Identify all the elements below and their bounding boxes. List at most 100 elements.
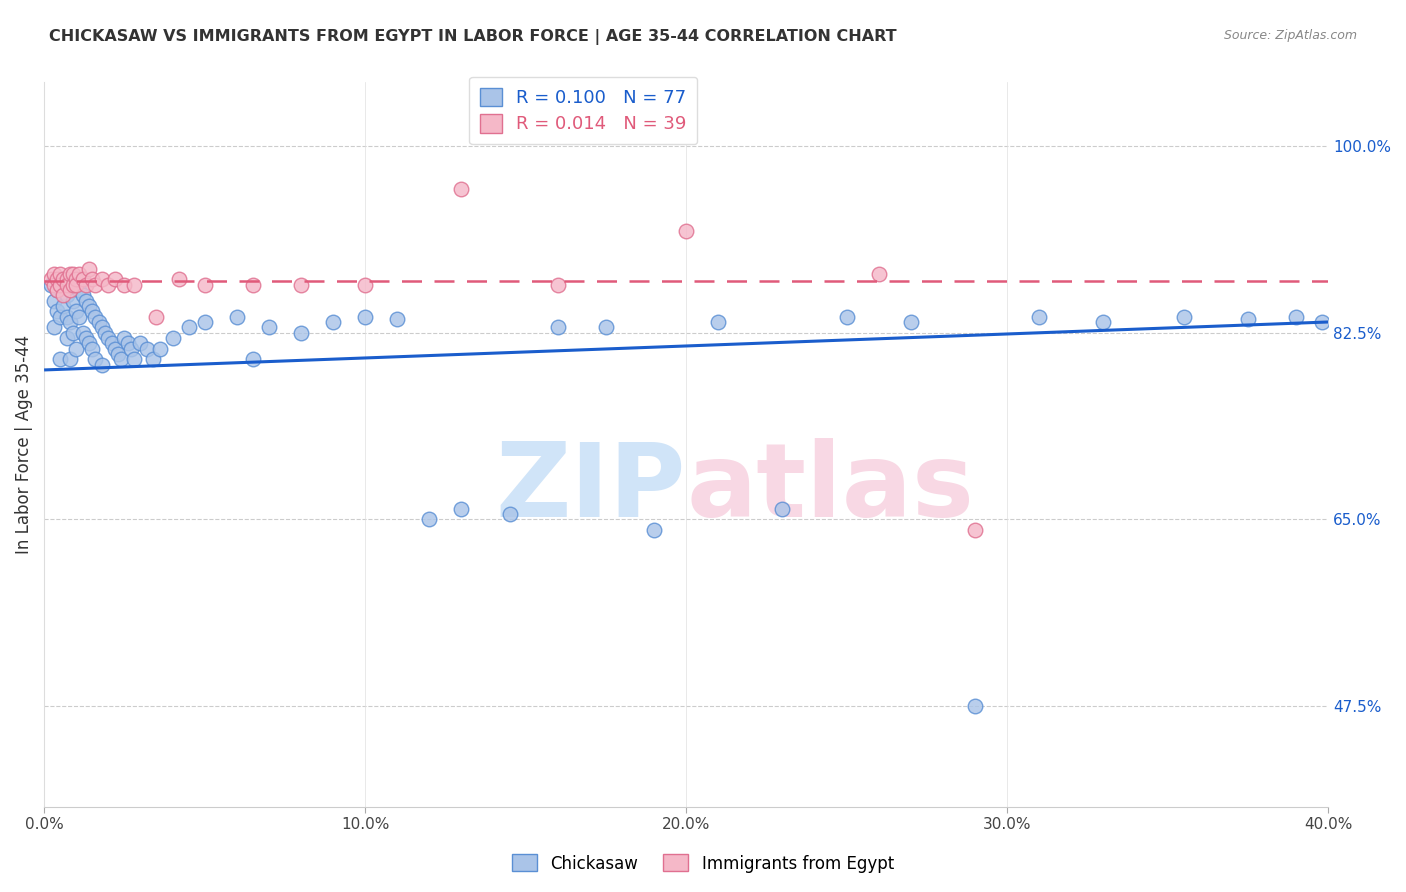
Point	[122, 352, 145, 367]
Point	[835, 310, 858, 324]
Point	[290, 277, 312, 292]
Point	[110, 352, 132, 367]
Point	[135, 342, 157, 356]
Point	[257, 320, 280, 334]
Point	[547, 277, 569, 292]
Point	[49, 277, 72, 292]
Point	[62, 326, 84, 340]
Point	[46, 272, 69, 286]
Point	[1092, 315, 1115, 329]
Point	[129, 336, 152, 351]
Point	[49, 277, 72, 292]
Point	[117, 336, 139, 351]
Point	[59, 352, 82, 367]
Point	[65, 304, 87, 318]
Point	[67, 267, 90, 281]
Point	[167, 272, 190, 286]
Point	[46, 283, 69, 297]
Point	[322, 315, 344, 329]
Point	[62, 277, 84, 292]
Point	[72, 326, 94, 340]
Point	[90, 272, 112, 286]
Point	[39, 272, 62, 286]
Point	[498, 507, 520, 521]
Point	[595, 320, 617, 334]
Point	[643, 523, 665, 537]
Y-axis label: In Labor Force | Age 35-44: In Labor Force | Age 35-44	[15, 335, 32, 554]
Point	[49, 352, 72, 367]
Point	[84, 310, 107, 324]
Point	[75, 293, 97, 308]
Point	[59, 283, 82, 297]
Point	[145, 310, 167, 324]
Point	[225, 310, 247, 324]
Point	[67, 310, 90, 324]
Point	[707, 315, 730, 329]
Point	[49, 310, 72, 324]
Point	[75, 331, 97, 345]
Point	[1237, 311, 1260, 326]
Point	[59, 283, 82, 297]
Point	[242, 277, 264, 292]
Point	[62, 267, 84, 281]
Legend: R = 0.100   N = 77, R = 0.014   N = 39: R = 0.100 N = 77, R = 0.014 N = 39	[470, 77, 697, 145]
Point	[65, 277, 87, 292]
Point	[62, 293, 84, 308]
Point	[104, 342, 127, 356]
Point	[963, 698, 986, 713]
Point	[1310, 315, 1333, 329]
Point	[59, 315, 82, 329]
Point	[1173, 310, 1195, 324]
Point	[290, 326, 312, 340]
Point	[194, 277, 217, 292]
Point	[65, 272, 87, 286]
Point	[46, 304, 69, 318]
Point	[55, 310, 77, 324]
Point	[450, 182, 472, 196]
Point	[450, 501, 472, 516]
Point	[42, 267, 65, 281]
Point	[46, 283, 69, 297]
Point	[84, 277, 107, 292]
Point	[90, 320, 112, 334]
Point	[104, 272, 127, 286]
Text: Source: ZipAtlas.com: Source: ZipAtlas.com	[1223, 29, 1357, 43]
Point	[112, 331, 135, 345]
Point	[49, 267, 72, 281]
Point	[55, 277, 77, 292]
Text: ZIP: ZIP	[496, 438, 686, 539]
Point	[675, 224, 697, 238]
Point	[194, 315, 217, 329]
Legend: Chickasaw, Immigrants from Egypt: Chickasaw, Immigrants from Egypt	[505, 847, 901, 880]
Point	[52, 272, 75, 286]
Point	[418, 512, 440, 526]
Point	[120, 342, 142, 356]
Point	[149, 342, 172, 356]
Point	[42, 320, 65, 334]
Point	[1285, 310, 1308, 324]
Point	[107, 347, 129, 361]
Point	[82, 304, 104, 318]
Point	[72, 288, 94, 302]
Point	[52, 288, 75, 302]
Point	[42, 277, 65, 292]
Point	[39, 277, 62, 292]
Point	[900, 315, 922, 329]
Point	[42, 293, 65, 308]
Point	[97, 331, 120, 345]
Point	[547, 320, 569, 334]
Point	[77, 299, 100, 313]
Point	[122, 277, 145, 292]
Point	[72, 272, 94, 286]
Point	[75, 277, 97, 292]
Point	[387, 311, 409, 326]
Point	[177, 320, 200, 334]
Text: atlas: atlas	[686, 438, 974, 539]
Point	[52, 299, 75, 313]
Point	[770, 501, 793, 516]
Point	[142, 352, 165, 367]
Point	[82, 272, 104, 286]
Point	[112, 277, 135, 292]
Point	[55, 272, 77, 286]
Text: CHICKASAW VS IMMIGRANTS FROM EGYPT IN LABOR FORCE | AGE 35-44 CORRELATION CHART: CHICKASAW VS IMMIGRANTS FROM EGYPT IN LA…	[49, 29, 897, 45]
